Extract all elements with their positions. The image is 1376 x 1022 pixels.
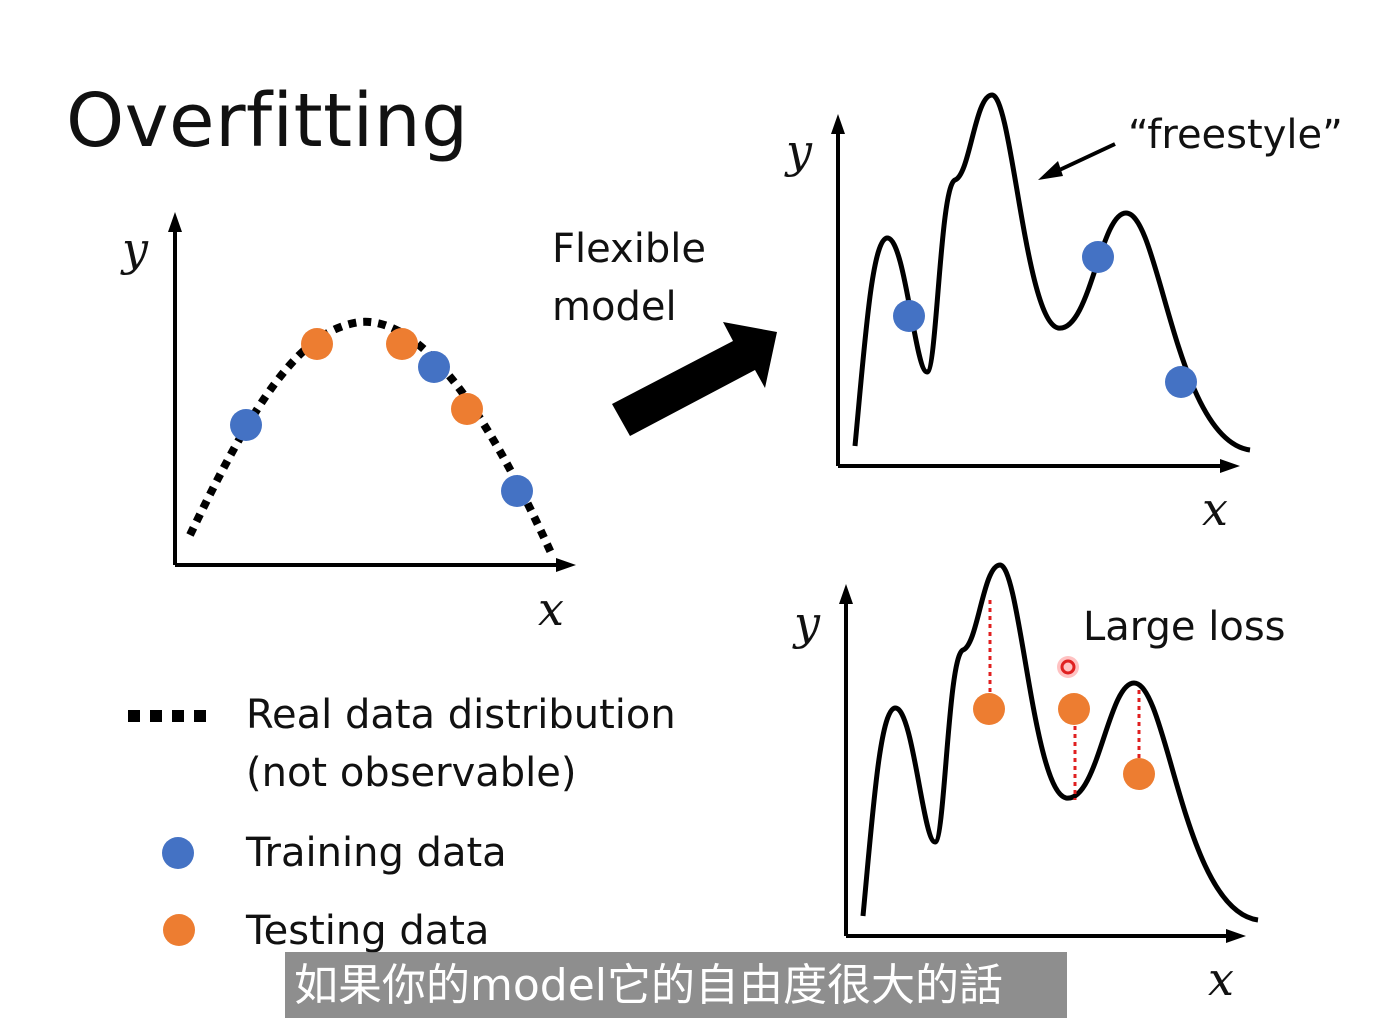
loss-lines — [988, 600, 1141, 800]
testing-point — [386, 328, 418, 360]
testing-point — [451, 393, 483, 425]
subtitle-bar — [285, 952, 1067, 1018]
training-point — [230, 409, 262, 441]
top-right-points — [893, 241, 1197, 398]
training-point — [893, 300, 925, 332]
bottom-right-plot-axes — [839, 584, 1246, 943]
legend-real-line-1: Real data distribution — [246, 692, 676, 738]
flexible-model-line-2: model — [552, 284, 677, 330]
large-loss-label: Large loss — [1083, 604, 1286, 650]
training-point — [418, 351, 450, 383]
left-plot-axes — [168, 212, 576, 572]
flexible-model-curve-bottom — [860, 562, 1259, 923]
testing-point — [1123, 758, 1155, 790]
training-point — [1165, 366, 1197, 398]
left-y-label: y — [122, 222, 148, 276]
flexible-model-line-1: Flexible — [552, 226, 706, 272]
testing-point — [973, 693, 1005, 725]
flexible-model-curve — [852, 92, 1251, 453]
left-x-label: x — [538, 582, 564, 636]
bottom-right-x-label: x — [1208, 952, 1234, 1006]
subtitle-text: 如果你的model它的自由度很大的話 — [294, 960, 1004, 1011]
bold-arrow-icon — [612, 322, 777, 436]
slide-title: Overfitting — [66, 78, 469, 164]
pointer-arrow-icon — [1038, 142, 1116, 180]
x-axis-arrowhead-icon — [556, 558, 576, 572]
bottom-right-points — [973, 693, 1155, 790]
legend-training-icon — [162, 837, 194, 869]
legend-dotted-line-icon — [128, 710, 140, 722]
legend-markers — [128, 710, 206, 946]
y-axis-arrowhead-icon — [168, 212, 182, 232]
training-point — [1082, 241, 1114, 273]
top-right-x-label: x — [1202, 482, 1228, 536]
legend-real-label: Real data distribution (not observable) — [246, 686, 676, 802]
legend-training-label: Training data — [246, 830, 507, 876]
left-plot-points — [230, 328, 533, 507]
training-point — [501, 475, 533, 507]
legend-testing-label: Testing data — [246, 908, 490, 954]
testing-point — [301, 328, 333, 360]
legend-real-line-2: (not observable) — [246, 750, 577, 796]
testing-point — [1058, 693, 1090, 725]
top-right-plot-axes — [831, 114, 1240, 473]
red-cursor-icon — [1057, 656, 1079, 678]
legend-testing-icon — [163, 914, 195, 946]
bottom-right-y-label: y — [794, 596, 820, 650]
flexible-model-label: Flexible model — [552, 220, 706, 336]
freestyle-label: “freestyle” — [1128, 112, 1343, 158]
top-right-y-label: y — [786, 124, 812, 178]
